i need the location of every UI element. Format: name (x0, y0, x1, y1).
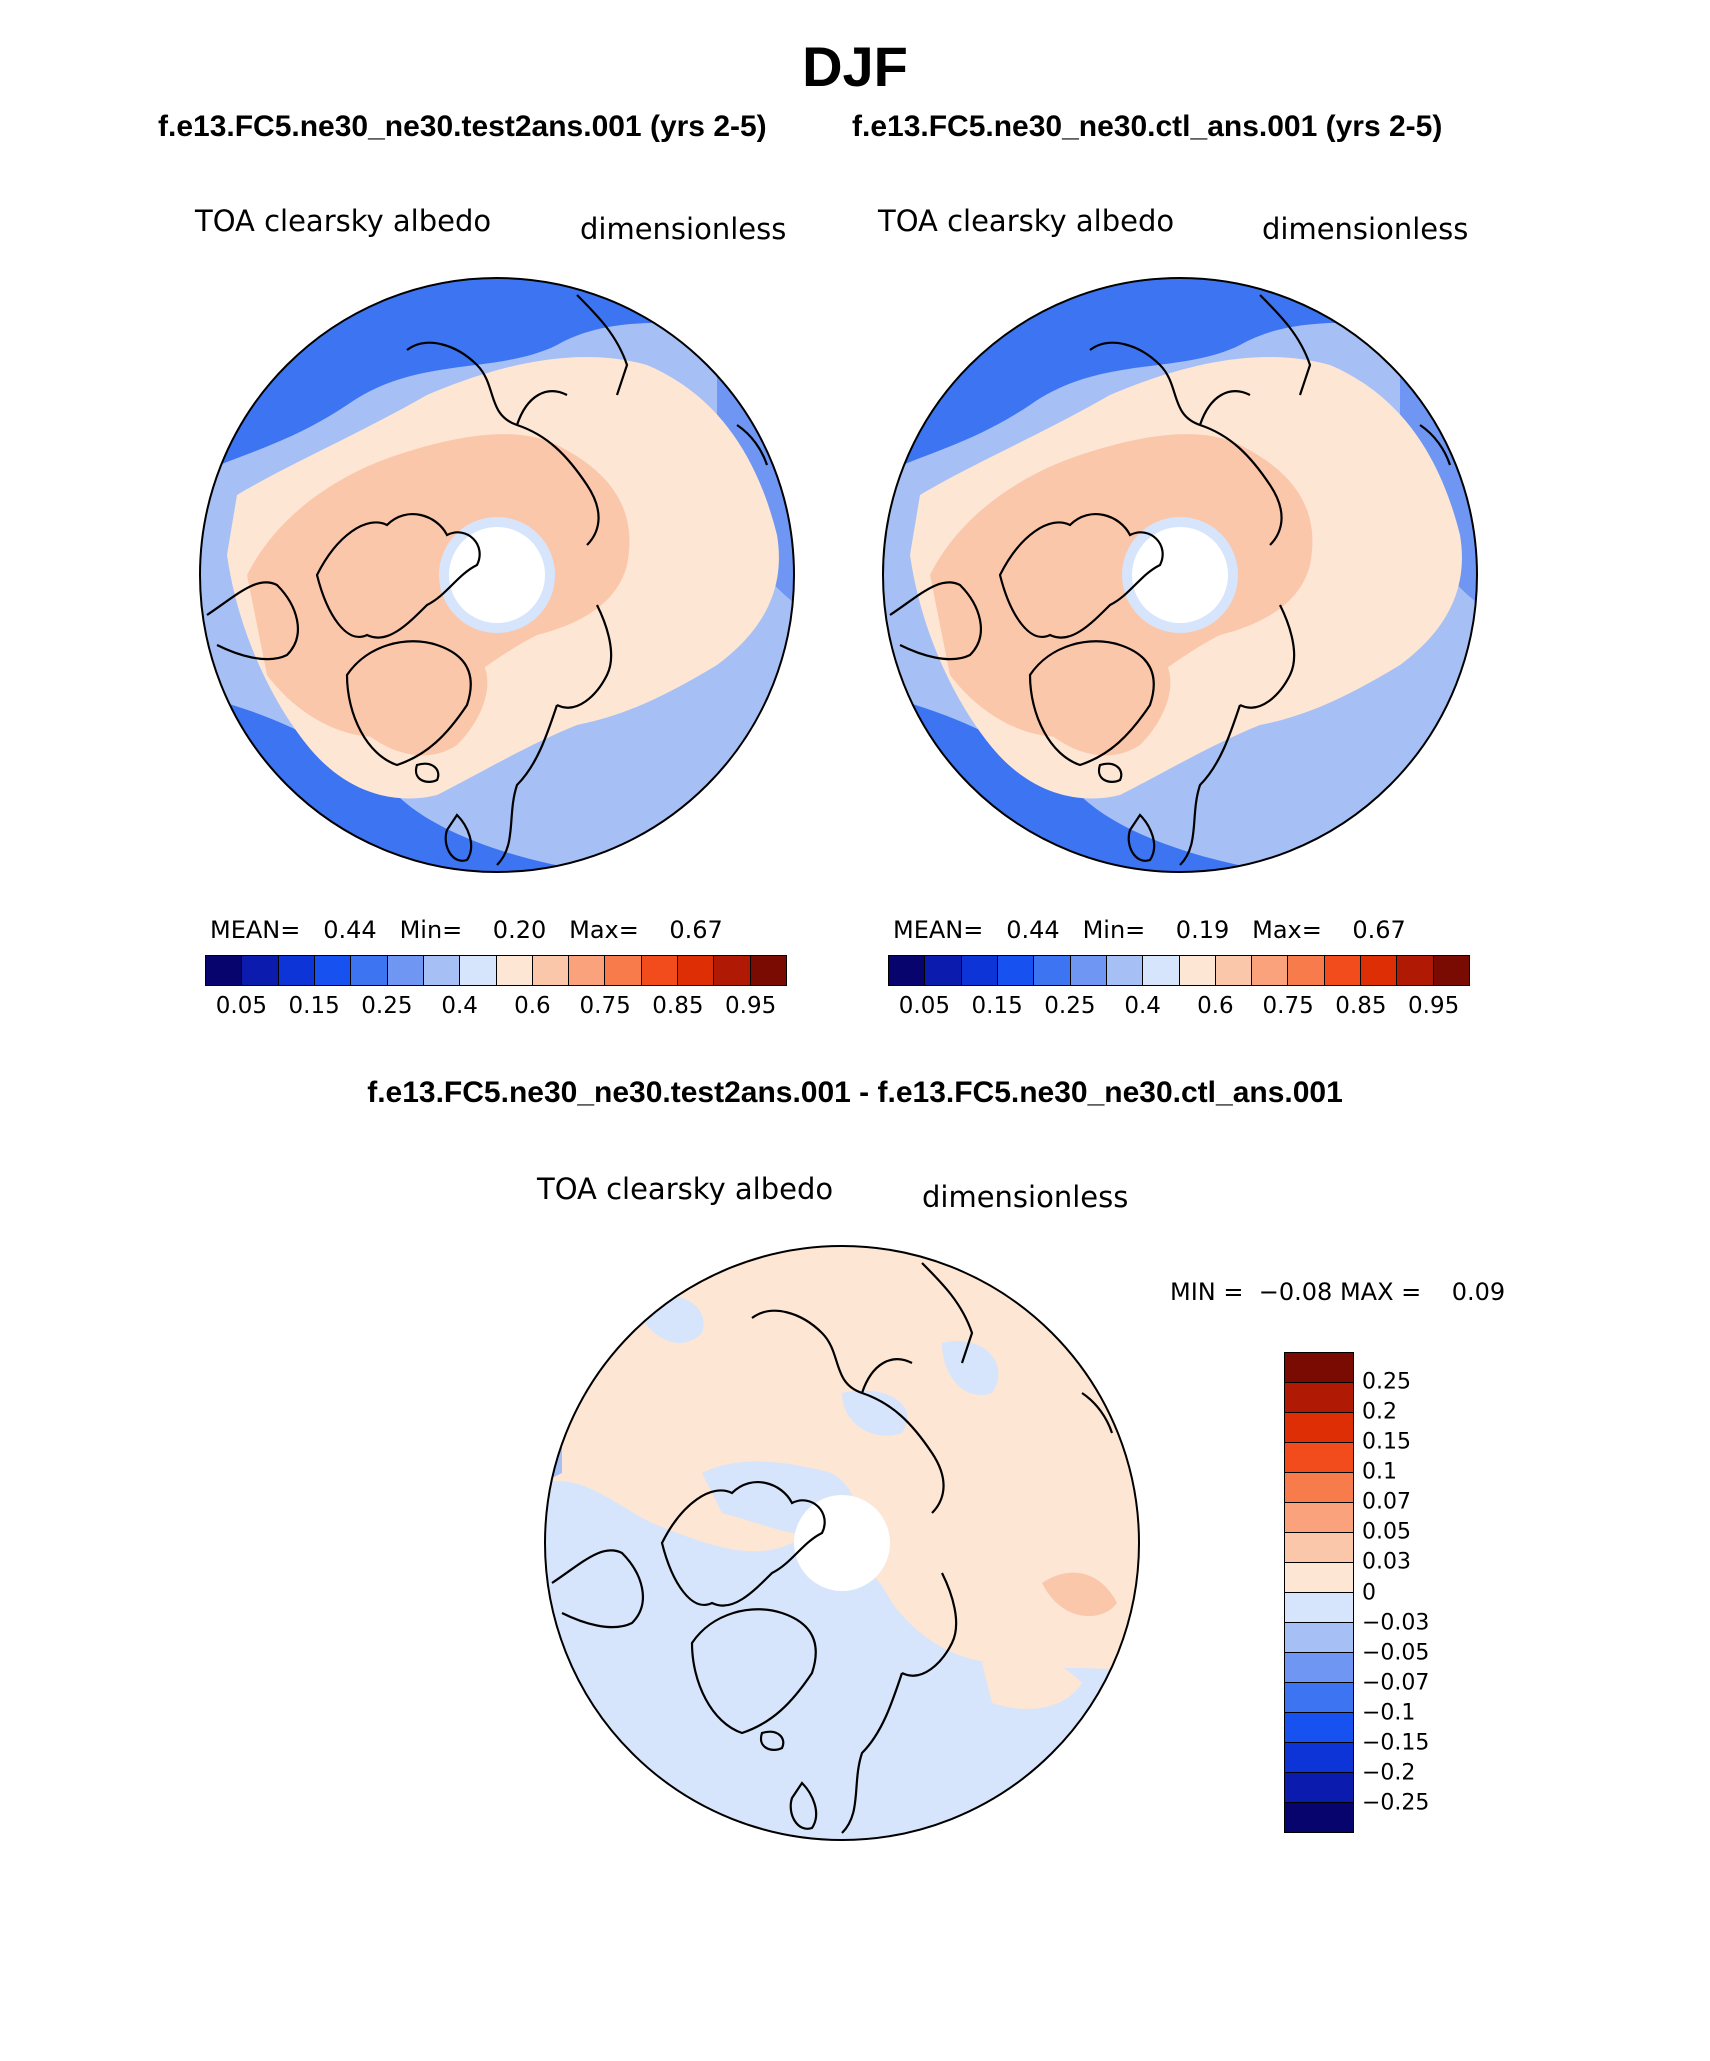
colorbar-box (961, 956, 998, 985)
colorbar-box (1252, 956, 1289, 985)
colorbar-tick-label: −0.05 (1362, 1640, 1430, 1666)
units-label-test: dimensionless (580, 212, 787, 246)
colorbar-tick-label: 0.07 (1362, 1489, 1411, 1515)
colorbar-box (605, 956, 642, 985)
case-title-test: f.e13.FC5.ne30_ne30.test2ans.001 (yrs 2-… (158, 110, 767, 143)
colorbar-box (1285, 1413, 1353, 1443)
colorbar-box (1285, 1473, 1353, 1503)
colorbar-box (1106, 956, 1144, 985)
colorbar-box (278, 956, 315, 985)
colorbar-tick-label: 0.85 (1335, 993, 1387, 1019)
colorbar-box (1285, 1533, 1353, 1563)
colorbar-tick-label: 0.05 (898, 993, 950, 1019)
colorbar-box (1285, 1443, 1353, 1473)
colorbar-tick-label: 0.6 (1197, 993, 1234, 1019)
diff-stats: MIN = −0.08 MAX = 0.09 (1170, 1278, 1506, 1306)
colorbar-diff (1284, 1352, 1354, 1833)
colorbar-box (1215, 956, 1253, 985)
colorbar-tick-label: 0.95 (725, 993, 777, 1019)
colorbar-tick-label: 0.2 (1362, 1399, 1397, 1425)
colorbar-box (532, 956, 570, 985)
colorbar-tick-label: 0.75 (1262, 993, 1314, 1019)
colorbar-tick-label: 0.25 (1044, 993, 1096, 1019)
colorbar-box (1070, 956, 1107, 985)
colorbar-box (1285, 1773, 1353, 1803)
colorbar-box (678, 956, 715, 985)
colorbar-tick-label: 0.4 (1124, 993, 1161, 1019)
diff-title: f.e13.FC5.ne30_ne30.test2ans.001 - f.e13… (367, 1076, 1343, 1109)
mean-stat-control: MEAN= 0.44 Min= 0.19 Max= 0.67 (893, 916, 1406, 944)
colorbar-tick-label: 0.05 (1362, 1519, 1411, 1545)
colorbar-tick-label: 0.85 (652, 993, 704, 1019)
colorbar-box (1397, 956, 1434, 985)
colorbar-tick-label: −0.1 (1362, 1700, 1416, 1726)
colorbar-box (1285, 1383, 1353, 1413)
colorbar-box (242, 956, 279, 985)
colorbar-box (925, 956, 962, 985)
colorbar-box (1179, 956, 1216, 985)
colorbar-box (1285, 1593, 1353, 1623)
colorbar-tick-label: 0.75 (579, 993, 631, 1019)
colorbar-box (206, 956, 243, 985)
colorbar-box (1324, 956, 1362, 985)
colorbar-tick-label: 0.1 (1362, 1459, 1397, 1485)
colorbar-box (1285, 1353, 1353, 1383)
colorbar-box (641, 956, 679, 985)
colorbar-box (1285, 1743, 1353, 1773)
colorbar-tick-label: −0.15 (1362, 1730, 1430, 1756)
case-title-control: f.e13.FC5.ne30_ne30.ctl_ans.001 (yrs 2-5… (852, 110, 1443, 143)
colorbar-tick-label: 0.15 (971, 993, 1023, 1019)
polar-map-control (882, 277, 1478, 873)
colorbar-control (888, 955, 1470, 986)
colorbar-box (387, 956, 424, 985)
variable-label-control: TOA clearsky albedo (878, 204, 1175, 238)
colorbar-box (1361, 956, 1398, 985)
colorbar-tick-label: 0.95 (1408, 993, 1460, 1019)
colorbar-box (714, 956, 751, 985)
colorbar-box (1433, 956, 1469, 985)
colorbar-box (750, 956, 786, 985)
colorbar-box (496, 956, 533, 985)
variable-label-diff: TOA clearsky albedo (537, 1172, 834, 1206)
colorbar-tick-label: −0.03 (1362, 1610, 1430, 1636)
season-title: DJF (802, 35, 908, 98)
colorbar-tick-label: −0.2 (1362, 1760, 1416, 1786)
colorbar-box (1285, 1503, 1353, 1533)
colorbar-box (314, 956, 352, 985)
colorbar-box (1285, 1653, 1353, 1683)
colorbar-box (569, 956, 606, 985)
colorbar-tick-label: 0 (1362, 1580, 1376, 1605)
colorbar-box (1285, 1803, 1353, 1832)
units-label-diff: dimensionless (922, 1180, 1129, 1214)
colorbar-tick-label: 0.15 (288, 993, 340, 1019)
colorbar-box (1285, 1623, 1353, 1653)
colorbar-tick-label: 0.25 (361, 993, 413, 1019)
colorbar-tick-label: 0.6 (514, 993, 551, 1019)
units-label-control: dimensionless (1262, 212, 1469, 246)
colorbar-box (423, 956, 461, 985)
colorbar-box (997, 956, 1035, 985)
colorbar-tick-label: 0.05 (215, 993, 267, 1019)
colorbar-tick-label: 0.4 (441, 993, 478, 1019)
variable-label-test: TOA clearsky albedo (195, 204, 492, 238)
colorbar-box (889, 956, 926, 985)
colorbar-box (1034, 956, 1071, 985)
colorbar-tick-label: −0.07 (1362, 1670, 1430, 1696)
colorbar-box (1285, 1713, 1353, 1743)
mean-stat-test: MEAN= 0.44 Min= 0.20 Max= 0.67 (210, 916, 723, 944)
colorbar-test (205, 955, 787, 986)
colorbar-tick-label: −0.25 (1362, 1790, 1430, 1816)
colorbar-box (460, 956, 497, 985)
colorbar-tick-label: 0.03 (1362, 1549, 1411, 1575)
colorbar-tick-label: 0.25 (1362, 1369, 1411, 1395)
colorbar-box (1285, 1683, 1353, 1713)
colorbar-box (1143, 956, 1180, 985)
colorbar-tick-label: 0.15 (1362, 1429, 1411, 1455)
polar-map-test (199, 277, 795, 873)
colorbar-box (351, 956, 388, 985)
polar-map-diff (544, 1245, 1140, 1841)
colorbar-box (1285, 1563, 1353, 1593)
colorbar-box (1288, 956, 1325, 985)
